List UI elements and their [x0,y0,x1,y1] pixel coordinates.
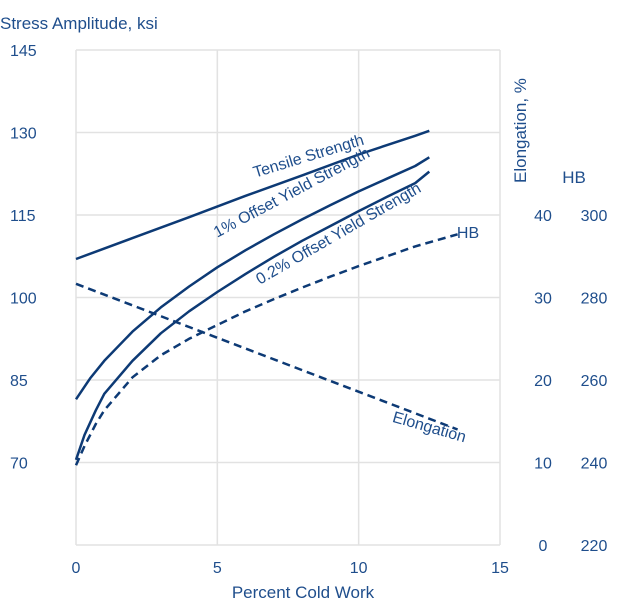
y2-axis-label: Elongation, % [511,78,530,183]
y3-tick-label: 220 [581,538,608,555]
y2-tick-label: 40 [534,208,552,225]
x-tick-label: 10 [350,560,368,577]
x-axis-label: Percent Cold Work [232,583,375,601]
series-line-0-2-offset-yield-strength [74,170,431,461]
x-tick-label: 0 [72,560,81,577]
y-tick-label: 85 [10,373,28,390]
series-line-1-offset-yield-strength [74,156,430,400]
y-tick-label: 70 [10,456,28,473]
x-tick-label: 5 [213,560,222,577]
grid-lines [76,50,500,545]
y3-tick-label: 300 [581,208,608,225]
y2-tick-label: 30 [534,291,552,308]
y-axis-label: Stress Amplitude, ksi [0,14,158,33]
y3-axis-label: HB [562,168,586,187]
y2-tick-label: 0 [539,538,548,555]
y3-tick-label: 260 [581,373,608,390]
series-line-hb [74,233,458,466]
y3-tick-label: 280 [581,291,608,308]
y-tick-label: 145 [10,43,37,60]
series-label-hb: HB [457,225,479,242]
y-tick-label: 115 [10,208,36,225]
series-group [74,129,459,466]
series-line-tensile-strength [75,129,430,261]
x-tick-label: 15 [491,560,509,577]
series-line-elongation [75,282,459,431]
y-tick-label: 100 [10,291,37,308]
y2-tick-label: 20 [534,373,552,390]
y3-tick-label: 240 [581,456,608,473]
y-tick-label: 130 [10,126,37,143]
y2-tick-label: 10 [534,456,552,473]
